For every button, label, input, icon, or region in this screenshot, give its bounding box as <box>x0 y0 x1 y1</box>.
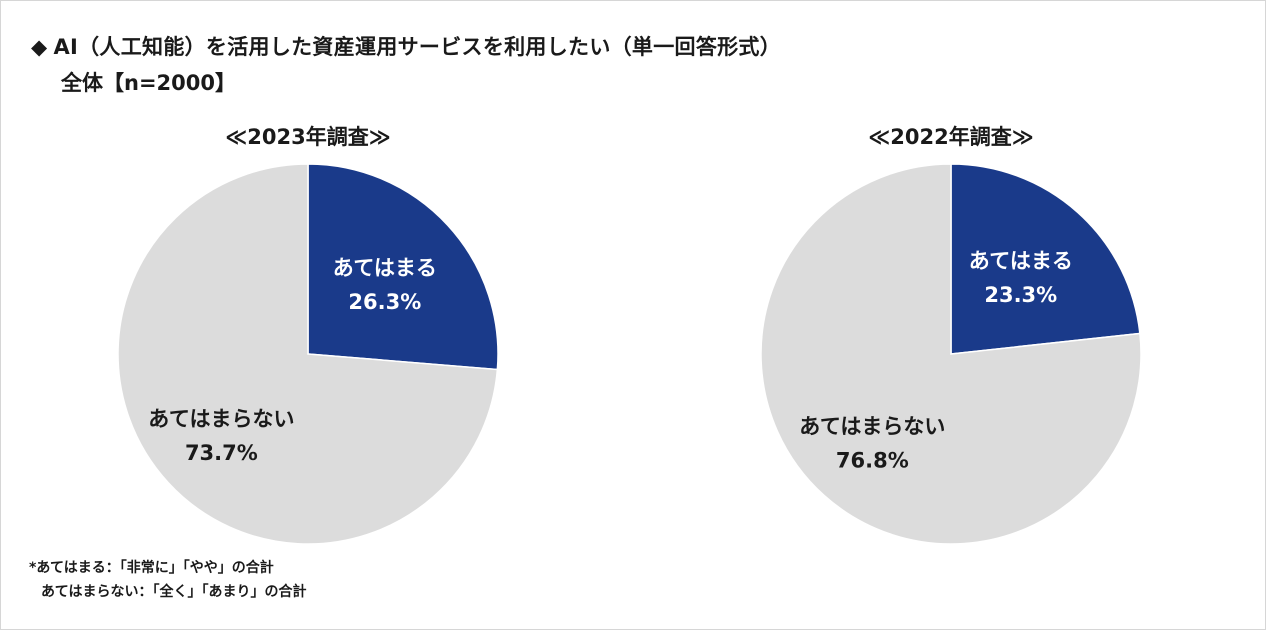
slice-label-applies: あてはまる <box>969 249 1073 273</box>
slice-label-not-applies: あてはまらない <box>799 415 945 439</box>
pie-2022-title: ≪2022年調査≫ <box>868 125 1034 149</box>
pie-slice-not-applies <box>117 163 499 545</box>
title-text: AI（人工知能）を活用した資産運用サービスを利用したい（単一回答形式） <box>53 35 782 59</box>
pie-chart-2023: あてはまる 26.3% あてはまらない 73.7% <box>117 163 499 545</box>
footnote-not-applies: あてはまらない：「全く」「あまり」の合計 <box>41 584 307 600</box>
pie-slice-not-applies <box>760 163 1142 545</box>
slice-label-applies: あてはまる <box>333 256 437 280</box>
footnote-applies: *あてはまる：「非常に」「やや」の合計 <box>29 560 274 576</box>
diamond-marker-icon: ◆ <box>31 35 48 59</box>
pie-slice-applies <box>950 163 1141 355</box>
slice-value-not-applies: 76.8% <box>836 449 909 473</box>
chart-title: ◆ AI（人工知能）を活用した資産運用サービスを利用したい（単一回答形式） <box>31 31 781 61</box>
slice-value-not-applies: 73.7% <box>185 441 258 465</box>
pie-2023-title: ≪2023年調査≫ <box>225 125 391 149</box>
slice-value-applies: 26.3% <box>348 290 421 314</box>
chart-subtitle: 全体【n=2000】 <box>61 71 236 95</box>
pie-slice-applies <box>307 163 499 371</box>
slice-value-applies: 23.3% <box>984 283 1057 307</box>
slice-label-not-applies: あてはまらない <box>148 407 294 431</box>
pie-chart-2022: あてはまる 23.3% あてはまらない 76.8% <box>760 163 1142 545</box>
